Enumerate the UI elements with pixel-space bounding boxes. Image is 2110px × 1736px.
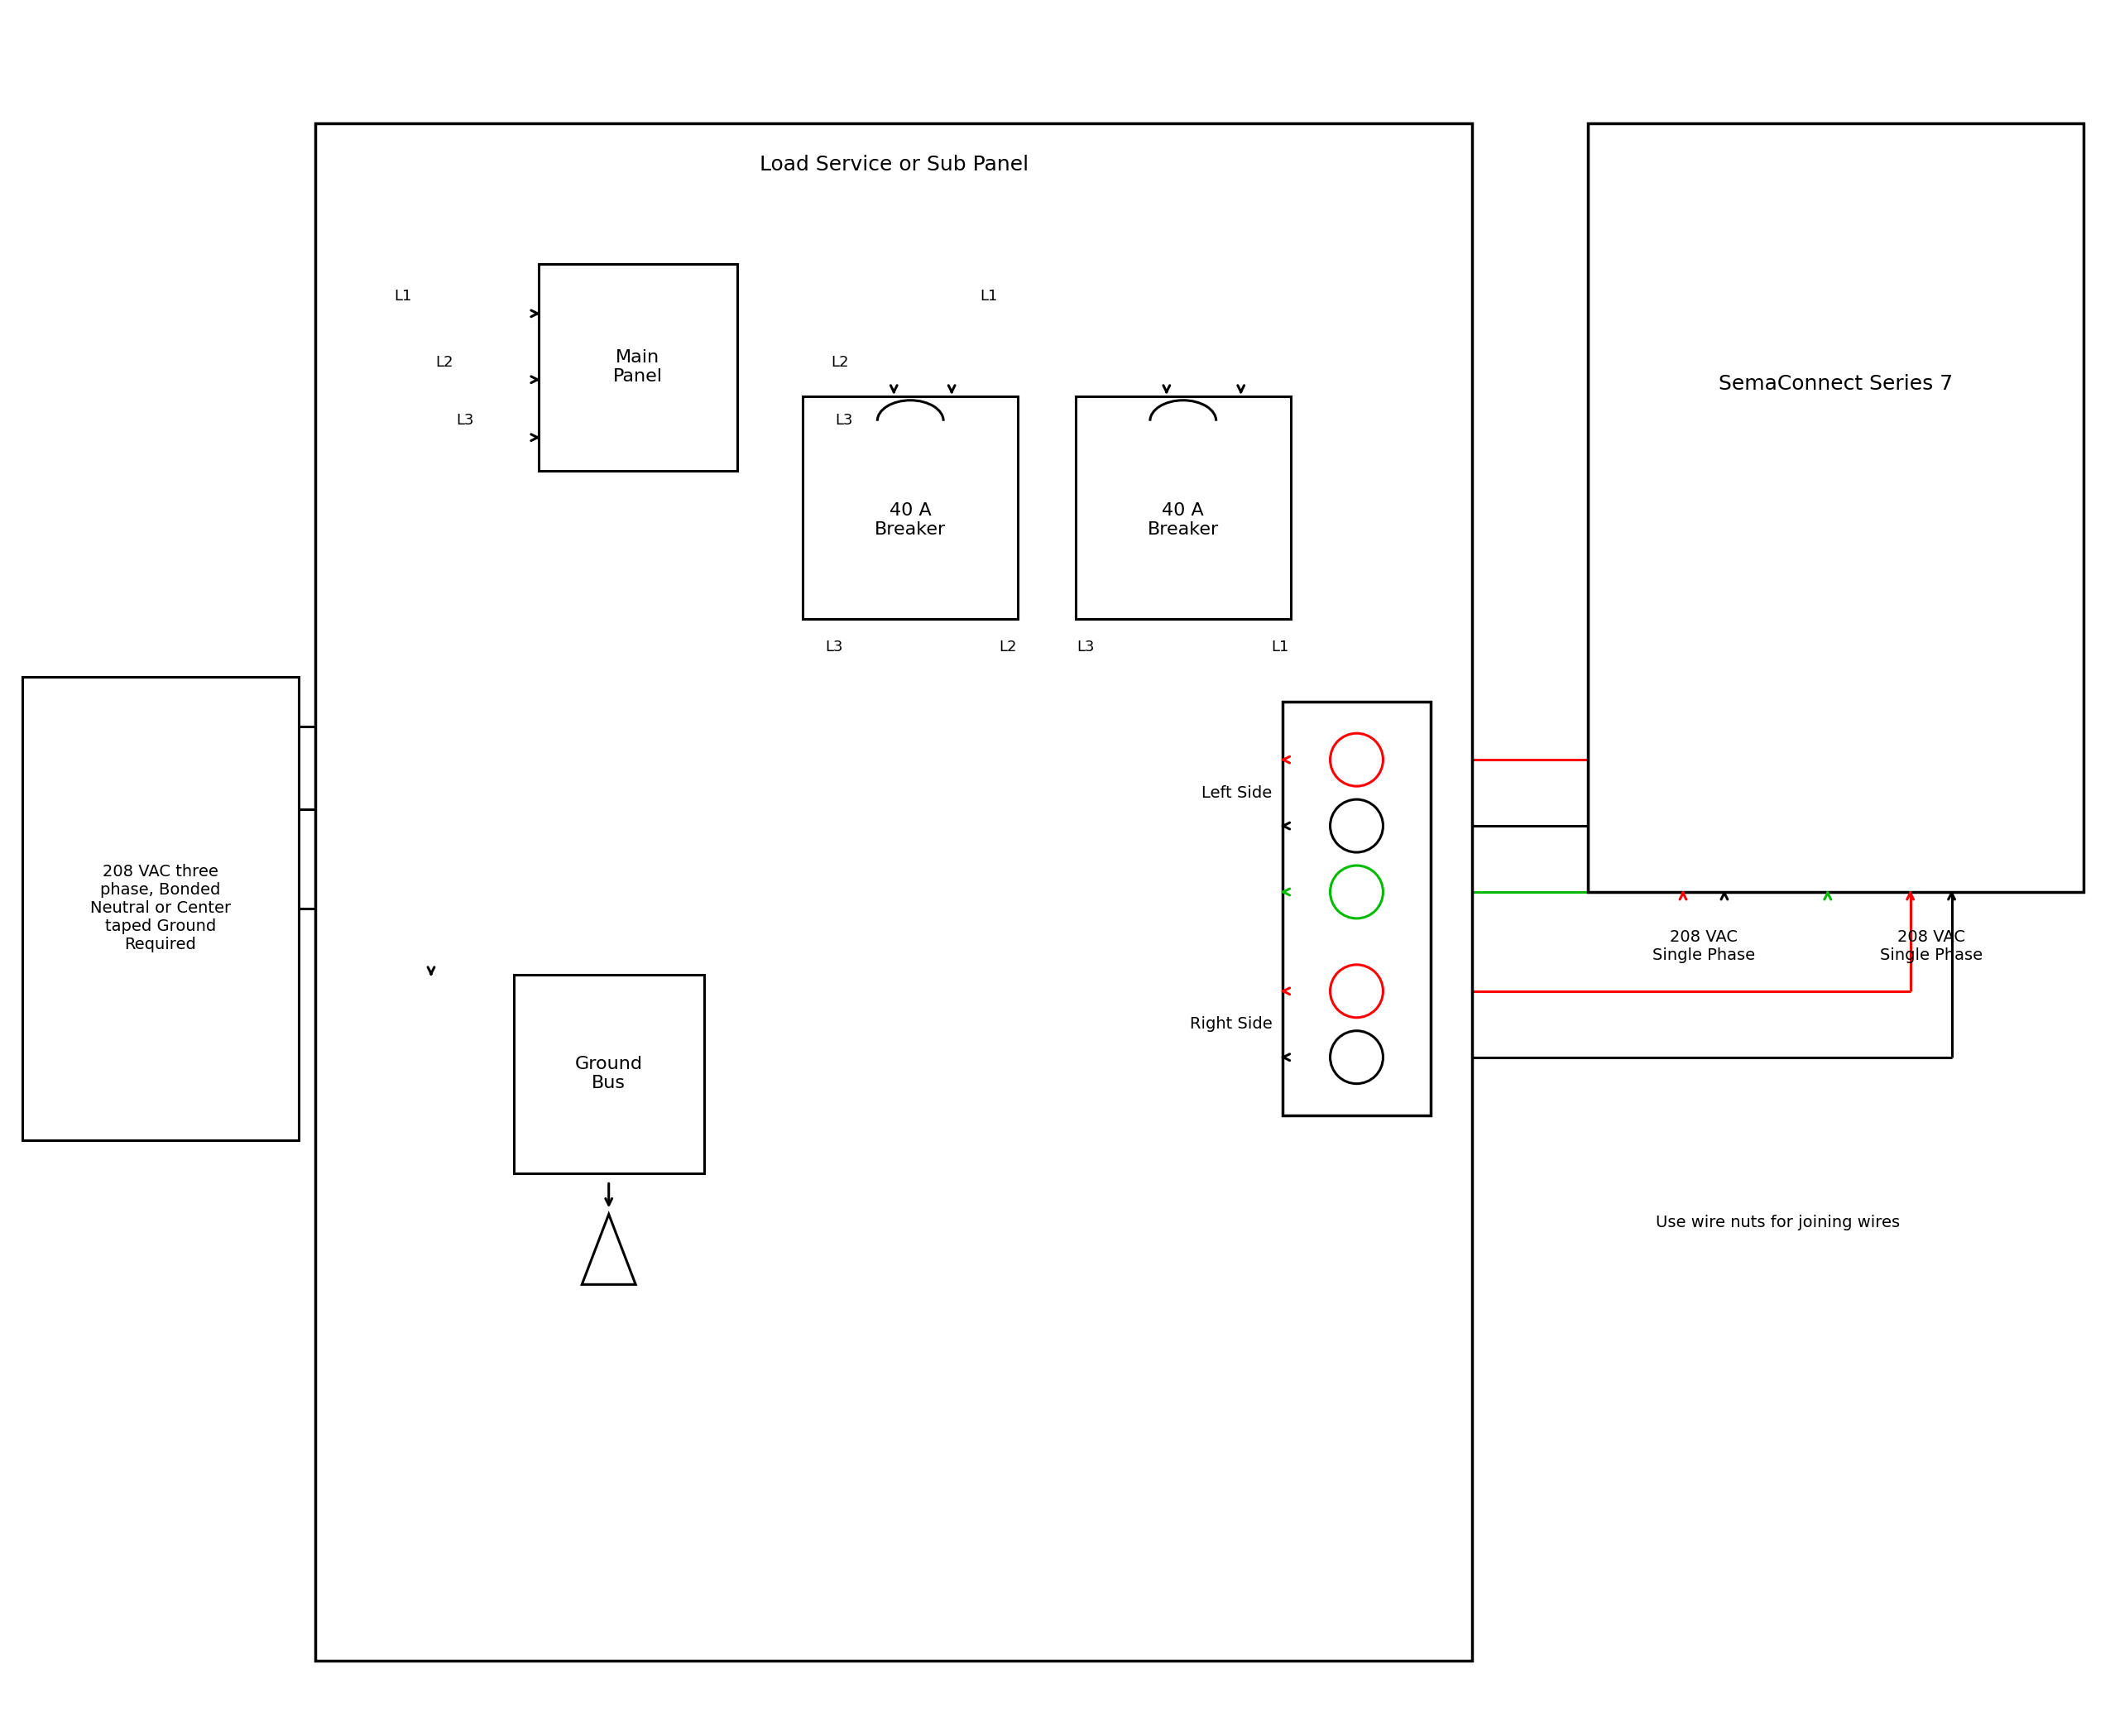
Bar (513, 974, 705, 1174)
Text: 208 VAC
Single Phase: 208 VAC Single Phase (1880, 929, 1981, 963)
Text: 208 VAC
Single Phase: 208 VAC Single Phase (1652, 929, 1756, 963)
Bar (538, 264, 736, 470)
Text: L3: L3 (825, 641, 842, 654)
Bar (1076, 396, 1291, 620)
Text: 40 A
Breaker: 40 A Breaker (1148, 502, 1220, 538)
Text: Right Side: Right Side (1190, 1016, 1272, 1031)
Text: SemaConnect Series 7: SemaConnect Series 7 (1720, 373, 1954, 394)
Text: L1: L1 (979, 288, 998, 304)
Text: L2: L2 (998, 641, 1017, 654)
Bar (804, 396, 1017, 620)
Circle shape (1329, 1031, 1382, 1083)
Text: L2: L2 (435, 354, 454, 370)
Text: L3: L3 (456, 413, 473, 427)
Circle shape (1329, 866, 1382, 918)
Bar (1589, 123, 2085, 892)
Text: L1: L1 (1272, 641, 1289, 654)
Text: L3: L3 (836, 413, 852, 427)
Text: L2: L2 (831, 354, 848, 370)
Text: Load Service or Sub Panel: Load Service or Sub Panel (760, 155, 1028, 175)
Circle shape (1329, 799, 1382, 852)
Circle shape (1329, 965, 1382, 1017)
Text: 208 VAC three
phase, Bonded
Neutral or Center
taped Ground
Required: 208 VAC three phase, Bonded Neutral or C… (91, 865, 230, 953)
Bar (21, 677, 300, 1141)
Text: L1: L1 (395, 288, 411, 304)
Text: Left Side: Left Side (1203, 785, 1272, 800)
Bar (1283, 701, 1431, 1115)
Text: Ground
Bus: Ground Bus (574, 1055, 644, 1092)
Circle shape (1329, 733, 1382, 786)
Text: Main
Panel: Main Panel (612, 349, 663, 385)
Bar (314, 123, 1473, 1660)
Text: L3: L3 (1076, 641, 1095, 654)
Text: 40 A
Breaker: 40 A Breaker (876, 502, 945, 538)
Text: Use wire nuts for joining wires: Use wire nuts for joining wires (1656, 1215, 1901, 1231)
